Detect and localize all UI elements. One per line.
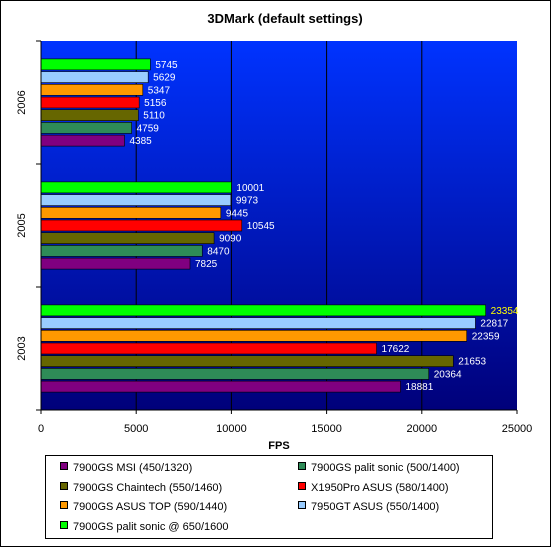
bar xyxy=(40,317,476,329)
bar xyxy=(40,380,401,393)
data-label: 5745 xyxy=(155,60,178,71)
legend-item: 7950GT ASUS (550/1400) xyxy=(298,501,439,514)
legend-item: 7900GS palit sonic @ 650/1600 xyxy=(60,520,229,534)
legend-swatch xyxy=(60,481,68,490)
data-label: 9445 xyxy=(226,208,249,219)
legend-swatch xyxy=(298,501,306,509)
x-axis-label: FPS xyxy=(268,440,289,452)
data-label: 8470 xyxy=(207,246,230,257)
legend-item: X1950Pro ASUS (580/1400) xyxy=(298,481,449,495)
legend-swatch xyxy=(60,462,68,470)
x-tick-label: 10000 xyxy=(216,423,247,435)
x-tick-label: 20000 xyxy=(407,423,438,435)
x-tick-label: 5000 xyxy=(124,423,148,435)
legend-item: 7900GS MSI (450/1320) xyxy=(60,462,192,475)
bar xyxy=(40,232,215,244)
bar xyxy=(40,58,151,71)
bar xyxy=(40,257,191,270)
x-tick-label: 15000 xyxy=(311,423,342,435)
bar xyxy=(40,342,377,355)
bar xyxy=(40,245,203,257)
axes: 0 5000 10000 15000 20000 25000 2006 2005 2003 xyxy=(16,40,533,435)
data-label: 10001 xyxy=(236,183,264,194)
data-label: 17622 xyxy=(382,344,410,355)
bar xyxy=(40,84,144,96)
bar xyxy=(40,181,232,194)
data-label: 22817 xyxy=(480,319,508,330)
legend-label: 7900GS ASUS TOP (590/1440) xyxy=(73,501,228,513)
legend-swatch xyxy=(60,501,68,509)
bar xyxy=(40,368,430,380)
legend-item: 7900GS Chaintech (550/1460) xyxy=(60,481,223,495)
data-label: 20364 xyxy=(434,369,462,380)
legend-swatch xyxy=(60,520,68,529)
legend-swatch xyxy=(298,462,306,470)
category-label: 2006 xyxy=(16,90,28,114)
data-label: 5156 xyxy=(144,98,167,109)
bar xyxy=(40,122,132,134)
data-label: 5347 xyxy=(148,85,171,96)
bar xyxy=(40,109,139,121)
data-label: 10545 xyxy=(247,221,275,232)
legend: 7900GS MSI (450/1320) 7900GS palit sonic … xyxy=(45,455,493,539)
bar xyxy=(40,219,243,232)
legend-label: 7900GS MSI (450/1320) xyxy=(73,462,193,474)
data-label: 5629 xyxy=(153,73,176,84)
category-label: 2003 xyxy=(16,336,28,360)
bar xyxy=(40,96,140,109)
x-tick-label: 0 xyxy=(38,423,44,435)
bar xyxy=(40,304,486,317)
data-label: 9973 xyxy=(236,196,259,207)
x-tick-label: 25000 xyxy=(502,423,533,435)
data-label: 23354 xyxy=(491,306,519,317)
legend-label: 7900GS palit sonic @ 650/1600 xyxy=(73,520,229,533)
data-label: 9090 xyxy=(219,234,242,245)
legend-label: 7950GT ASUS (550/1400) xyxy=(311,501,440,513)
data-label: 4385 xyxy=(129,136,152,147)
legend-item: 7900GS palit sonic (500/1400) xyxy=(298,462,460,475)
data-label: 21653 xyxy=(458,357,486,368)
category-label: 2005 xyxy=(16,213,28,237)
data-label: 4759 xyxy=(137,123,160,134)
legend-label: 7900GS Chaintech (550/1460) xyxy=(73,481,223,494)
bar xyxy=(40,71,149,83)
data-label: 7825 xyxy=(195,259,218,270)
data-label: 22359 xyxy=(472,331,500,342)
legend-label: X1950Pro ASUS (580/1400) xyxy=(311,481,449,494)
data-label: 18881 xyxy=(405,382,433,393)
bar xyxy=(40,355,454,368)
legend-item: 7900GS ASUS TOP (590/1440) xyxy=(60,501,227,514)
data-label: 5110 xyxy=(143,111,165,122)
bar xyxy=(40,207,222,219)
chart-title: 3DMark (default settings) xyxy=(207,11,362,26)
legend-label: 7900GS palit sonic (500/1400) xyxy=(311,462,460,474)
bar xyxy=(40,134,125,147)
legend-swatch xyxy=(298,481,306,490)
bar xyxy=(40,329,468,342)
bar xyxy=(40,194,232,206)
